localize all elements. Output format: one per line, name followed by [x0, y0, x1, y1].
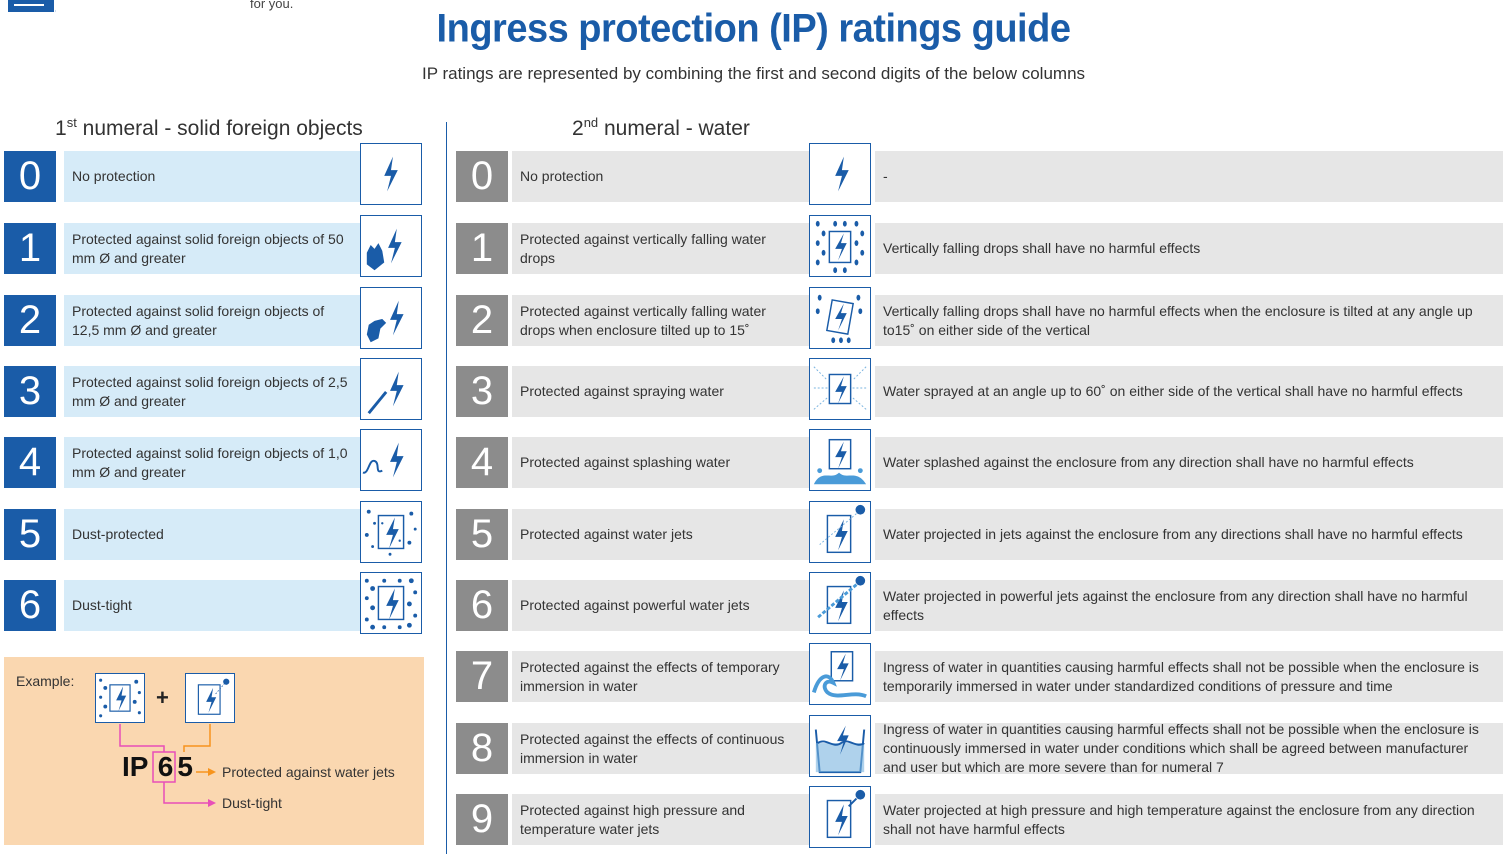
- row-detail: Water projected in powerful jets against…: [875, 580, 1503, 631]
- water-row-8: 8 Protected against the effects of conti…: [456, 715, 1503, 779]
- row-description: Protected against the effects of tempora…: [512, 651, 809, 702]
- row-numeral: 6: [456, 580, 508, 631]
- row-description: Protected against vertically falling wat…: [512, 295, 809, 346]
- row-detail: Water projected at high pressure and hig…: [875, 794, 1503, 845]
- water-row-9: 9 Protected against high pressure and te…: [456, 786, 1503, 850]
- water-row-1: 1 Protected against vertically falling w…: [456, 215, 1503, 279]
- water-row-6: 6 Protected against powerful water jets …: [456, 572, 1503, 636]
- col2-heading: 2nd numeral - water: [572, 115, 750, 140]
- row-numeral: 1: [456, 223, 508, 274]
- splash-bolt-icon: [809, 429, 871, 491]
- finger-bolt-icon: [360, 287, 422, 349]
- bolt-icon: [360, 143, 422, 205]
- jet-bolt-icon: [185, 673, 235, 723]
- row-numeral: 2: [456, 295, 508, 346]
- dust-tight-explanation: Dust-tight: [222, 795, 282, 811]
- solid-row-5: 5 Dust-protected: [4, 501, 424, 565]
- example-connector-lines: [119, 724, 216, 807]
- row-numeral: 3: [456, 366, 508, 417]
- spray-bolt-icon: [809, 358, 871, 420]
- row-description: Protected against splashing water: [512, 437, 809, 488]
- first-digit: 6: [157, 751, 174, 782]
- row-detail: Vertically falling drops shall have no h…: [875, 295, 1503, 346]
- row-detail: Water projected in jets against the encl…: [875, 509, 1503, 560]
- water-jets-explanation: Protected against water jets: [222, 764, 395, 780]
- drops-bolt-icon: [809, 215, 871, 277]
- row-description: Protected against vertically falling wat…: [512, 223, 809, 274]
- hand-bolt-icon: [360, 215, 422, 277]
- dust-bolt-icon: [360, 501, 422, 563]
- solid-row-1: 1 Protected against solid foreign object…: [4, 215, 424, 279]
- row-numeral: 8: [456, 723, 508, 774]
- solid-row-2: 2 Protected against solid foreign object…: [4, 287, 424, 351]
- col1-heading: 1st numeral - solid foreign objects: [55, 115, 363, 140]
- tagline: for you.: [250, 0, 294, 11]
- dust-tight-bolt-icon: [95, 673, 145, 723]
- wave-bolt-icon: [809, 643, 871, 705]
- row-description: Dust-tight: [64, 580, 360, 631]
- row-detail: Water sprayed at an angle up to 60˚ on e…: [875, 366, 1503, 417]
- water-row-0: 0 No protection -: [456, 143, 1503, 207]
- row-numeral: 9: [456, 794, 508, 845]
- water-row-3: 3 Protected against spraying water Water…: [456, 358, 1503, 422]
- jet-bolt-icon: [809, 501, 871, 563]
- powerful-jet-bolt-icon: [809, 572, 871, 634]
- row-numeral: 5: [456, 509, 508, 560]
- row-description: Protected against the effects of continu…: [512, 723, 809, 774]
- water-row-7: 7 Protected against the effects of tempo…: [456, 643, 1503, 707]
- row-description: Protected against solid foreign objects …: [64, 366, 360, 417]
- tool-bolt-icon: [360, 358, 422, 420]
- bolt-icon: [809, 143, 871, 205]
- row-detail: Ingress of water in quantities causing h…: [875, 721, 1503, 775]
- column-divider: [446, 122, 447, 854]
- row-description: Protected against solid foreign objects …: [64, 437, 360, 488]
- tilted-drops-bolt-icon: [809, 287, 871, 349]
- row-numeral: 5: [4, 509, 56, 560]
- row-description: No protection: [512, 151, 809, 202]
- row-detail: Ingress of water in quantities causing h…: [875, 651, 1503, 702]
- solid-row-6: 6 Dust-tight: [4, 572, 424, 636]
- row-description: Protected against solid foreign objects …: [64, 295, 360, 346]
- page-subtitle: IP ratings are represented by combining …: [421, 64, 1086, 83]
- example-label: Example:: [16, 673, 75, 689]
- row-numeral: 7: [456, 651, 508, 702]
- row-numeral: 4: [4, 437, 56, 488]
- dust-tight-bolt-icon: [360, 572, 422, 634]
- row-description: No protection: [64, 151, 360, 202]
- row-detail: -: [875, 151, 1503, 202]
- water-row-5: 5 Protected against water jets Water pro…: [456, 501, 1503, 565]
- row-numeral: 4: [456, 437, 508, 488]
- row-description: Protected against solid foreign objects …: [64, 223, 360, 274]
- water-row-2: 2 Protected against vertically falling w…: [456, 287, 1503, 351]
- row-numeral: 1: [4, 223, 56, 274]
- row-numeral: 0: [4, 151, 56, 202]
- solid-row-4: 4 Protected against solid foreign object…: [4, 429, 424, 493]
- row-description: Protected against spraying water: [512, 366, 809, 417]
- wire-bolt-icon: [360, 429, 422, 491]
- page-title: Ingress protection (IP) ratings guide: [436, 6, 1071, 52]
- row-description: Protected against high pressure and temp…: [512, 794, 809, 845]
- high-pressure-jet-bolt-icon: [809, 786, 871, 848]
- plus-sign: +: [156, 685, 169, 710]
- row-description: Dust-protected: [64, 509, 360, 560]
- solid-row-0: 0 No protection: [4, 143, 424, 207]
- row-numeral: 2: [4, 295, 56, 346]
- row-detail: Vertically falling drops shall have no h…: [875, 223, 1503, 274]
- row-description: Protected against water jets: [512, 509, 809, 560]
- row-numeral: 0: [456, 151, 508, 202]
- row-detail: Water splashed against the enclosure fro…: [875, 437, 1503, 488]
- row-description: Protected against powerful water jets: [512, 580, 809, 631]
- row-numeral: 3: [4, 366, 56, 417]
- ip-prefix: IP: [122, 751, 148, 782]
- water-row-4: 4 Protected against splashing water Wate…: [456, 429, 1503, 493]
- immersion-bolt-icon: [809, 715, 871, 777]
- solid-row-3: 3 Protected against solid foreign object…: [4, 358, 424, 422]
- row-numeral: 6: [4, 580, 56, 631]
- second-digit: 5: [177, 751, 193, 782]
